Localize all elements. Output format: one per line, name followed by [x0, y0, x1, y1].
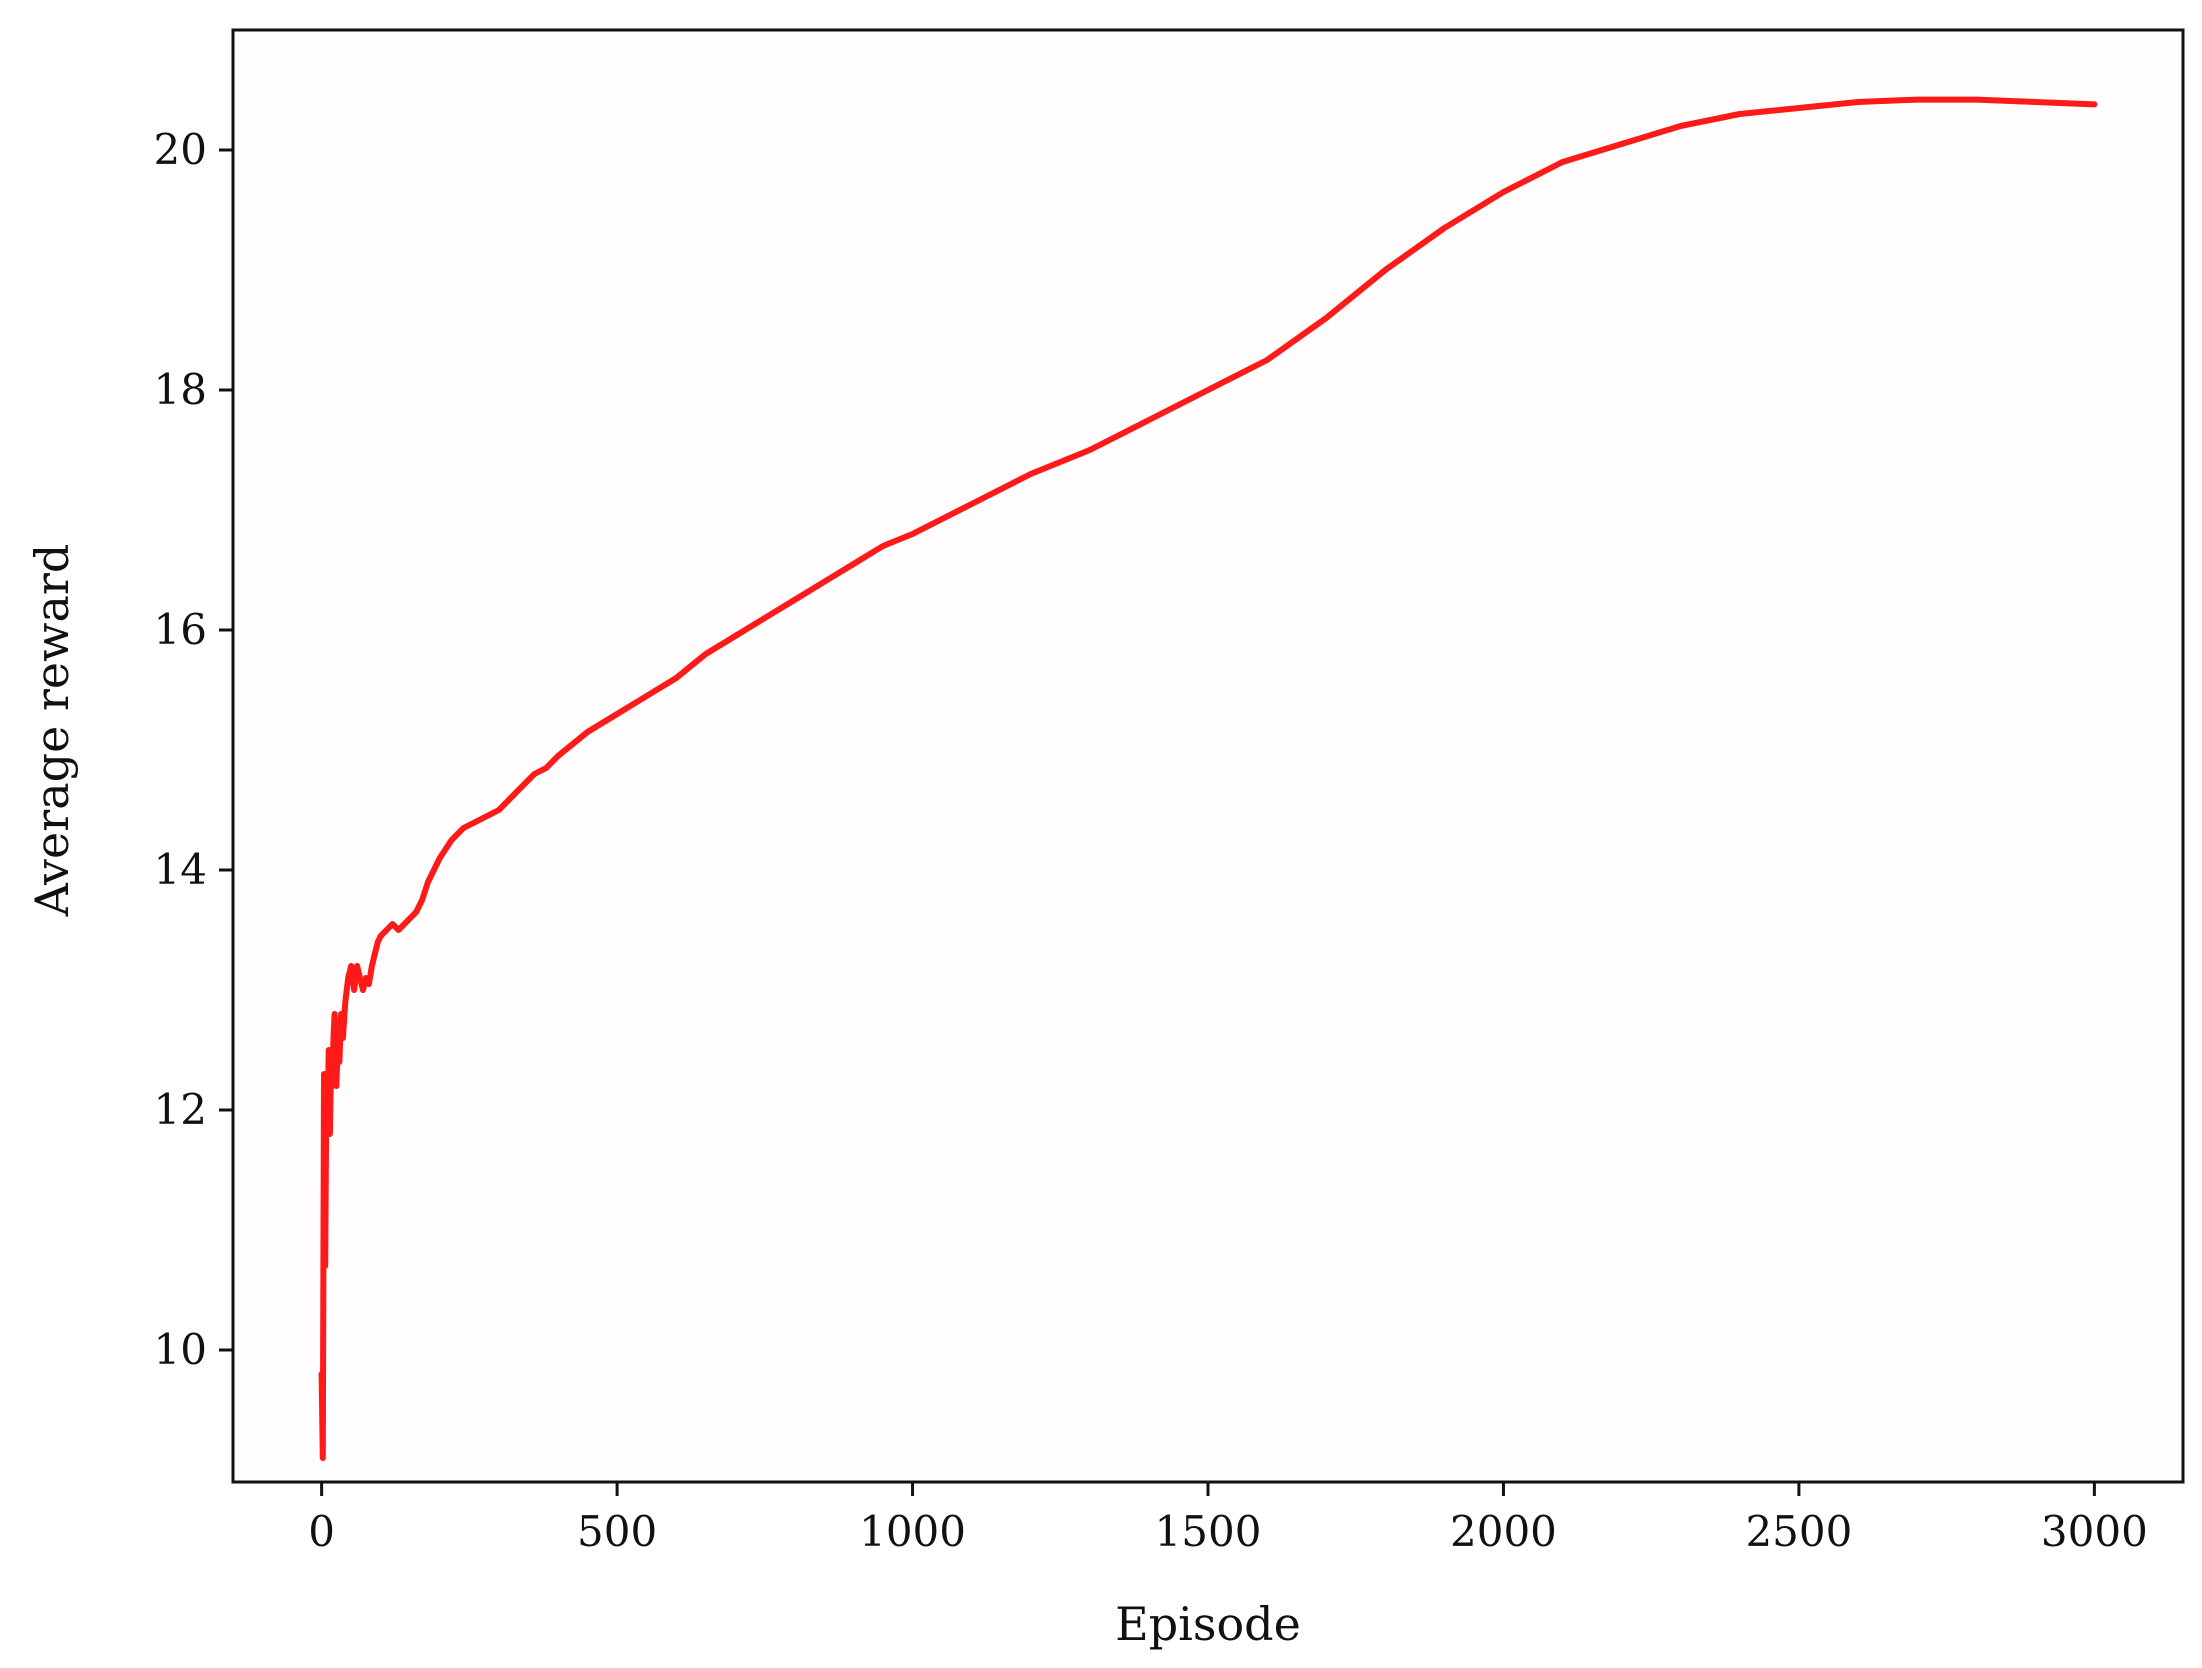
x-tick-label: 3000 [2041, 1507, 2148, 1556]
y-tick-label: 16 [154, 605, 207, 654]
x-tick-label: 500 [577, 1507, 657, 1556]
y-tick-label: 20 [154, 125, 207, 174]
plot-area [231, 28, 2185, 1484]
y-tick-label: 14 [154, 845, 207, 894]
x-axis-ticks: 0 500 1000 1500 2000 2500 3000 [308, 1482, 2148, 1556]
x-tick-label: 1000 [859, 1507, 966, 1556]
average-reward-line [318, 96, 2098, 1461]
y-tick-label: 10 [154, 1325, 207, 1374]
x-tick-label: 0 [308, 1507, 335, 1556]
x-axis-label: Episode [1115, 1597, 1301, 1651]
y-axis-ticks: 10 12 14 16 18 20 [154, 125, 233, 1374]
x-tick-label: 2500 [1745, 1507, 1852, 1556]
x-tick-label: 1500 [1155, 1507, 1262, 1556]
x-tick-label: 2000 [1450, 1507, 1557, 1556]
y-tick-label: 12 [154, 1085, 207, 1134]
y-axis-label: Average reward [25, 544, 79, 918]
y-tick-label: 18 [154, 365, 207, 414]
